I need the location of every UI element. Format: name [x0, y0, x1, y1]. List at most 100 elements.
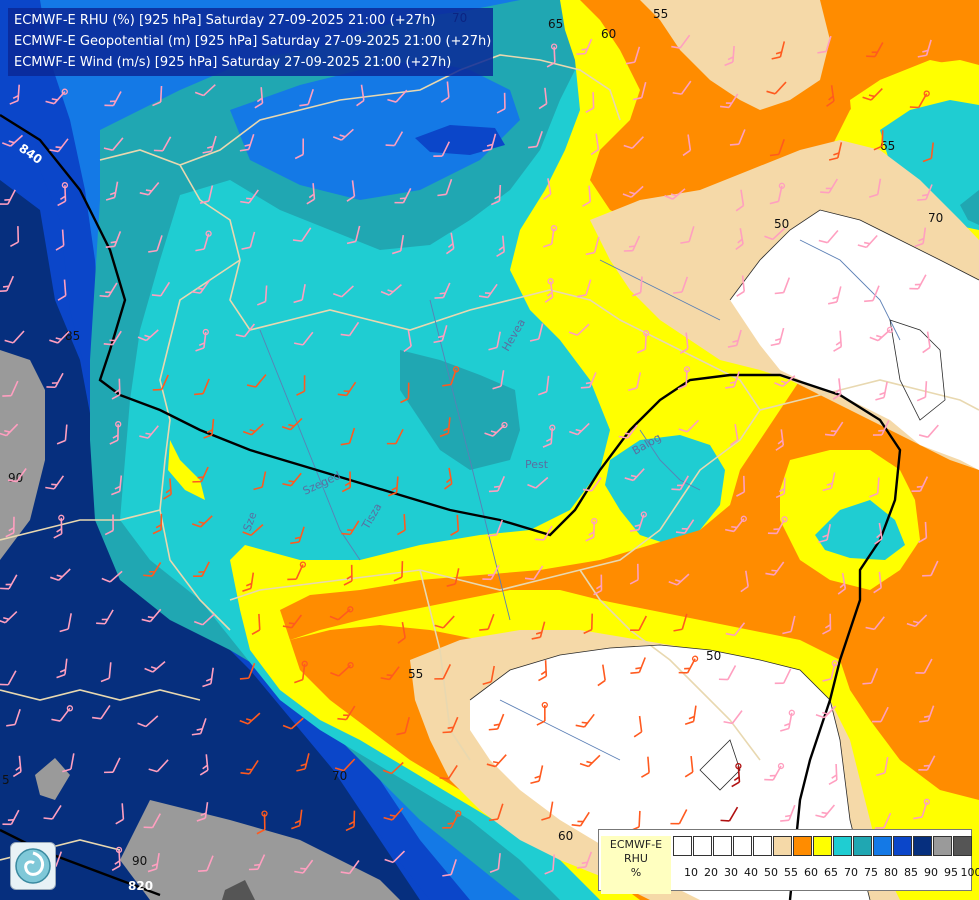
wind-barb [919, 705, 935, 723]
legend-tick-label: 85 [904, 866, 918, 879]
wind-barb [585, 517, 598, 542]
wind-barb [241, 231, 256, 250]
wind-barb [340, 860, 360, 875]
wind-barb [874, 812, 892, 829]
wind-barb [345, 810, 356, 832]
wind-barb [909, 90, 930, 109]
wind-barb [488, 803, 504, 822]
geopotential-label: 820 [128, 879, 153, 893]
wind-barb [913, 798, 930, 820]
rhu-100-region [222, 880, 255, 900]
wind-barb [333, 285, 354, 298]
wind-barb [624, 468, 645, 482]
wind-barb [290, 526, 305, 545]
legend-tick-label: 10 [684, 866, 698, 879]
wind-barb [105, 181, 119, 201]
wind-barb [496, 92, 506, 114]
wind-barb [684, 756, 694, 778]
wind-barb [538, 87, 548, 110]
wind-barb [104, 91, 122, 107]
rhu-contours [469, 209, 979, 900]
wind-barb [100, 662, 112, 683]
wind-barb [575, 713, 595, 728]
wind-barb [397, 514, 406, 536]
wind-barb [585, 92, 595, 114]
wind-barb [862, 88, 883, 101]
contour-label: 5 [2, 773, 10, 787]
wind-barb [628, 372, 642, 392]
wind-barb [152, 85, 163, 107]
legend-tick-label: 80 [884, 866, 898, 879]
wind-barb [256, 810, 268, 835]
wind-barb [541, 801, 554, 821]
wind-barb [440, 81, 450, 103]
legend-swatch [953, 836, 972, 856]
wind-barb [9, 84, 20, 105]
wind-barb [597, 664, 606, 687]
wind-barb [817, 35, 832, 54]
wind-barb [876, 756, 889, 777]
legend-tick-label: 30 [724, 866, 738, 879]
wind-barb [731, 762, 742, 788]
wind-barb [51, 705, 74, 722]
wind-barb [583, 613, 593, 635]
wind-barb [546, 43, 558, 68]
wind-barb [199, 754, 209, 776]
wind-barb [103, 330, 122, 346]
wind-barb [433, 141, 451, 157]
wind-barb [678, 655, 699, 674]
wind-barb [670, 809, 688, 825]
wind-barb [918, 424, 939, 438]
contour-label: 70 [332, 769, 347, 783]
wind-barb [444, 467, 453, 490]
wind-barb [780, 804, 796, 822]
wind-barb [380, 666, 400, 681]
legend-tick-label: 75 [864, 866, 878, 879]
wind-barb [629, 511, 647, 532]
wind-barb [623, 235, 641, 252]
wind-barb [49, 138, 69, 153]
legend-swatch [713, 836, 732, 856]
wind-barb [543, 225, 558, 248]
wind-barb [1, 134, 24, 147]
wind-barb [918, 755, 936, 771]
wind-barb [294, 859, 314, 874]
wind-barb [296, 753, 310, 772]
wind-barb [729, 129, 746, 146]
wind-barb [775, 429, 785, 451]
legend-label-unit: % [630, 866, 642, 879]
wind-barb [629, 563, 639, 585]
legend-tick-label: 20 [704, 866, 718, 879]
wind-barb [196, 802, 209, 822]
wind-barb [341, 471, 351, 493]
legend-swatch [873, 836, 892, 856]
wind-barb [56, 658, 68, 679]
wind-barb [725, 371, 740, 389]
rhu-70-patch-east-inner [815, 500, 905, 560]
wind-barb [242, 423, 264, 436]
wind-barb [582, 185, 592, 207]
wind-barb [682, 134, 692, 157]
wind-barb [253, 471, 267, 491]
wind-barb [727, 329, 742, 348]
wind-barb [723, 710, 743, 725]
wind-barb [203, 418, 215, 439]
wind-barb [780, 709, 795, 732]
wind-barb [720, 93, 739, 109]
rhu-95-region-west [0, 350, 45, 560]
title-rhu: ECMWF-E RHU (%) [925 hPa] Saturday 27-09… [14, 13, 436, 28]
wind-barb [865, 616, 885, 631]
wind-barb [152, 374, 169, 391]
wind-barb [482, 665, 495, 685]
wind-barb [479, 613, 495, 631]
legend-swatch [733, 836, 752, 856]
wind-barb [478, 283, 498, 299]
swirl-logo-icon [15, 848, 51, 884]
wind-barb [922, 331, 931, 354]
wind-barb [828, 142, 843, 161]
wind-barb [194, 378, 210, 396]
wind-barb [49, 330, 70, 344]
wind-barb [0, 670, 17, 686]
wind-barb [202, 667, 214, 688]
wind-barb [820, 178, 838, 194]
